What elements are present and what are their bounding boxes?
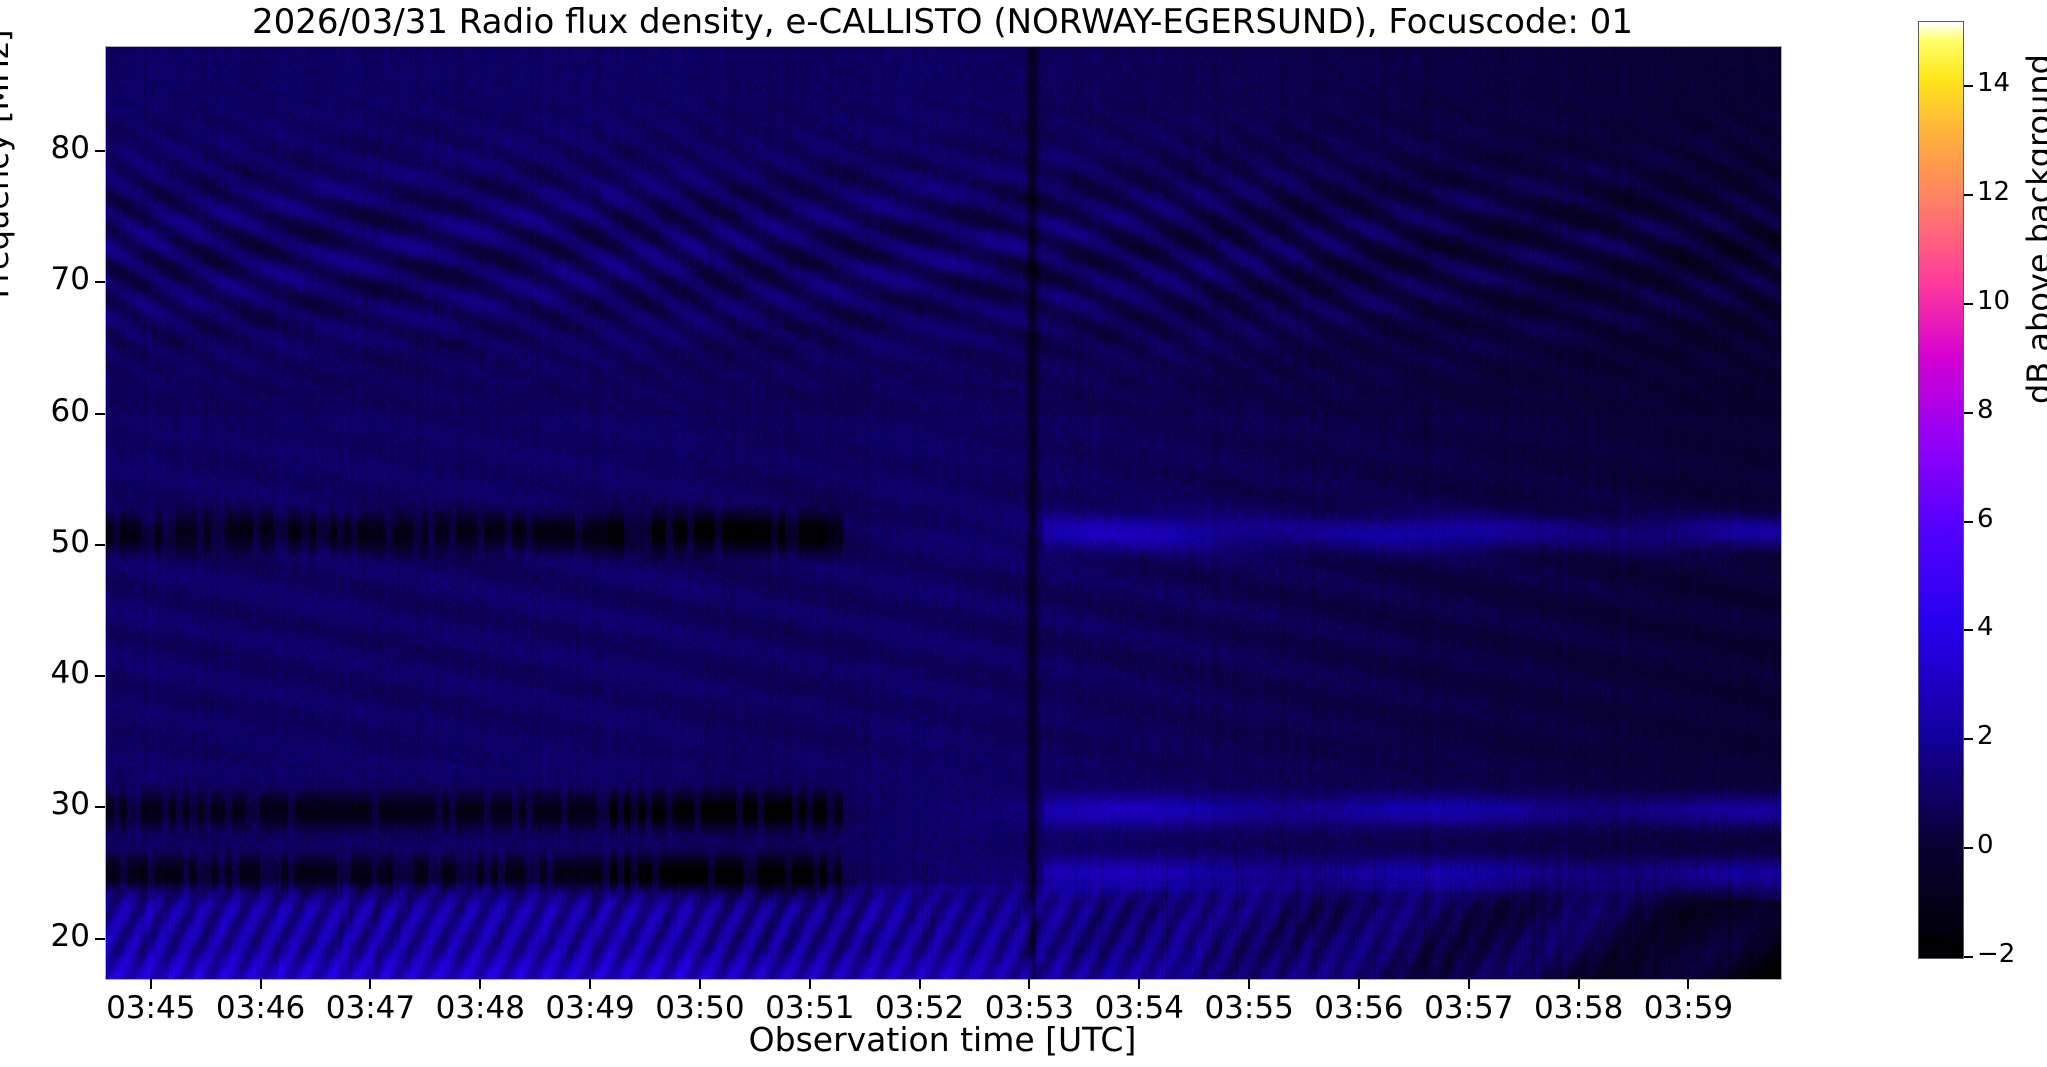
x-tick-mark — [1357, 979, 1360, 989]
x-tick-label: 03:59 — [1643, 990, 1734, 1026]
colorbar-tick-mark — [1964, 956, 1973, 958]
x-tick-mark — [1028, 979, 1031, 989]
spectrogram-image[interactable] — [106, 47, 1781, 979]
colorbar-gradient — [1919, 22, 1963, 958]
x-tick-label: 03:47 — [325, 990, 416, 1026]
y-tick-label: 20 — [50, 917, 90, 954]
colorbar-tick-label: 4 — [1977, 612, 1994, 643]
x-tick-mark — [589, 979, 592, 989]
x-tick-mark — [149, 979, 152, 989]
y-tick-label: 50 — [50, 523, 90, 560]
colorbar-tick-mark — [1964, 847, 1973, 850]
x-tick-mark — [369, 979, 372, 989]
colorbar-tick-label: 12 — [1977, 177, 2011, 208]
x-tick-mark — [259, 979, 262, 989]
y-tick-label: 30 — [50, 786, 90, 823]
y-tick-mark — [95, 150, 105, 152]
colorbar-tick-label: 14 — [1977, 68, 2011, 99]
x-tick-label: 03:58 — [1533, 990, 1624, 1026]
y-tick-label: 70 — [50, 261, 90, 298]
x-tick-label: 03:55 — [1204, 990, 1294, 1026]
colorbar-tick-label: 6 — [1977, 503, 1994, 534]
y-tick-mark — [95, 281, 105, 284]
colorbar-tick-mark — [1964, 194, 1973, 197]
y-tick-label: 40 — [50, 655, 90, 692]
colorbar-tick-mark — [1964, 520, 1973, 523]
colorbar-tick-label: 2 — [1977, 721, 1994, 752]
x-tick-label: 03:46 — [215, 990, 306, 1026]
page-title: 2026/03/31 Radio flux density, e-CALLIST… — [252, 2, 1633, 42]
colorbar-tick-mark — [1964, 738, 1973, 741]
x-tick-mark — [1138, 979, 1141, 989]
colorbar-tick-mark — [1964, 85, 1973, 88]
x-tick-mark — [1248, 979, 1251, 989]
spectrogram-plot-area[interactable] — [105, 46, 1782, 980]
x-tick-mark — [698, 979, 701, 989]
x-tick-label: 03:54 — [1094, 990, 1184, 1026]
x-tick-label: 03:45 — [106, 990, 196, 1026]
colorbar-tick-mark — [1964, 411, 1973, 414]
colorbar-tick-mark — [1964, 629, 1973, 632]
x-tick-label: 03:49 — [545, 990, 635, 1026]
x-tick-label: 03:56 — [1314, 990, 1404, 1026]
y-tick-mark — [95, 937, 105, 940]
x-tick-mark — [479, 979, 482, 989]
y-axis-title: Frequency [MHz] — [0, 29, 16, 299]
x-tick-mark — [1577, 979, 1580, 989]
y-tick-mark — [95, 543, 105, 546]
colorbar-tick-label: 8 — [1977, 394, 1994, 425]
x-axis-title: Observation time [UTC] — [748, 1020, 1137, 1059]
colorbar-tick-mark — [1964, 302, 1973, 305]
x-tick-mark — [918, 979, 921, 989]
y-tick-mark — [95, 412, 105, 415]
y-tick-mark — [95, 675, 105, 678]
colorbar-title: dB above background — [2020, 54, 2047, 404]
x-tick-label: 03:50 — [655, 990, 745, 1026]
x-tick-mark — [808, 979, 811, 989]
y-tick-mark — [95, 806, 105, 809]
colorbar-tick-label: 10 — [1977, 285, 2011, 316]
x-tick-label: 03:52 — [874, 990, 965, 1026]
x-tick-label: 03:48 — [435, 990, 525, 1026]
x-tick-mark — [1687, 979, 1690, 989]
y-tick-label: 60 — [50, 392, 90, 429]
colorbar[interactable] — [1918, 21, 1964, 959]
colorbar-tick-label: 0 — [1977, 830, 1994, 861]
x-tick-label: 03:53 — [984, 990, 1075, 1026]
colorbar-tick-label: −2 — [1977, 939, 2016, 969]
x-tick-label: 03:51 — [765, 990, 855, 1026]
y-tick-label: 80 — [50, 130, 90, 166]
x-tick-label: 03:57 — [1424, 990, 1514, 1026]
x-tick-mark — [1467, 979, 1470, 989]
